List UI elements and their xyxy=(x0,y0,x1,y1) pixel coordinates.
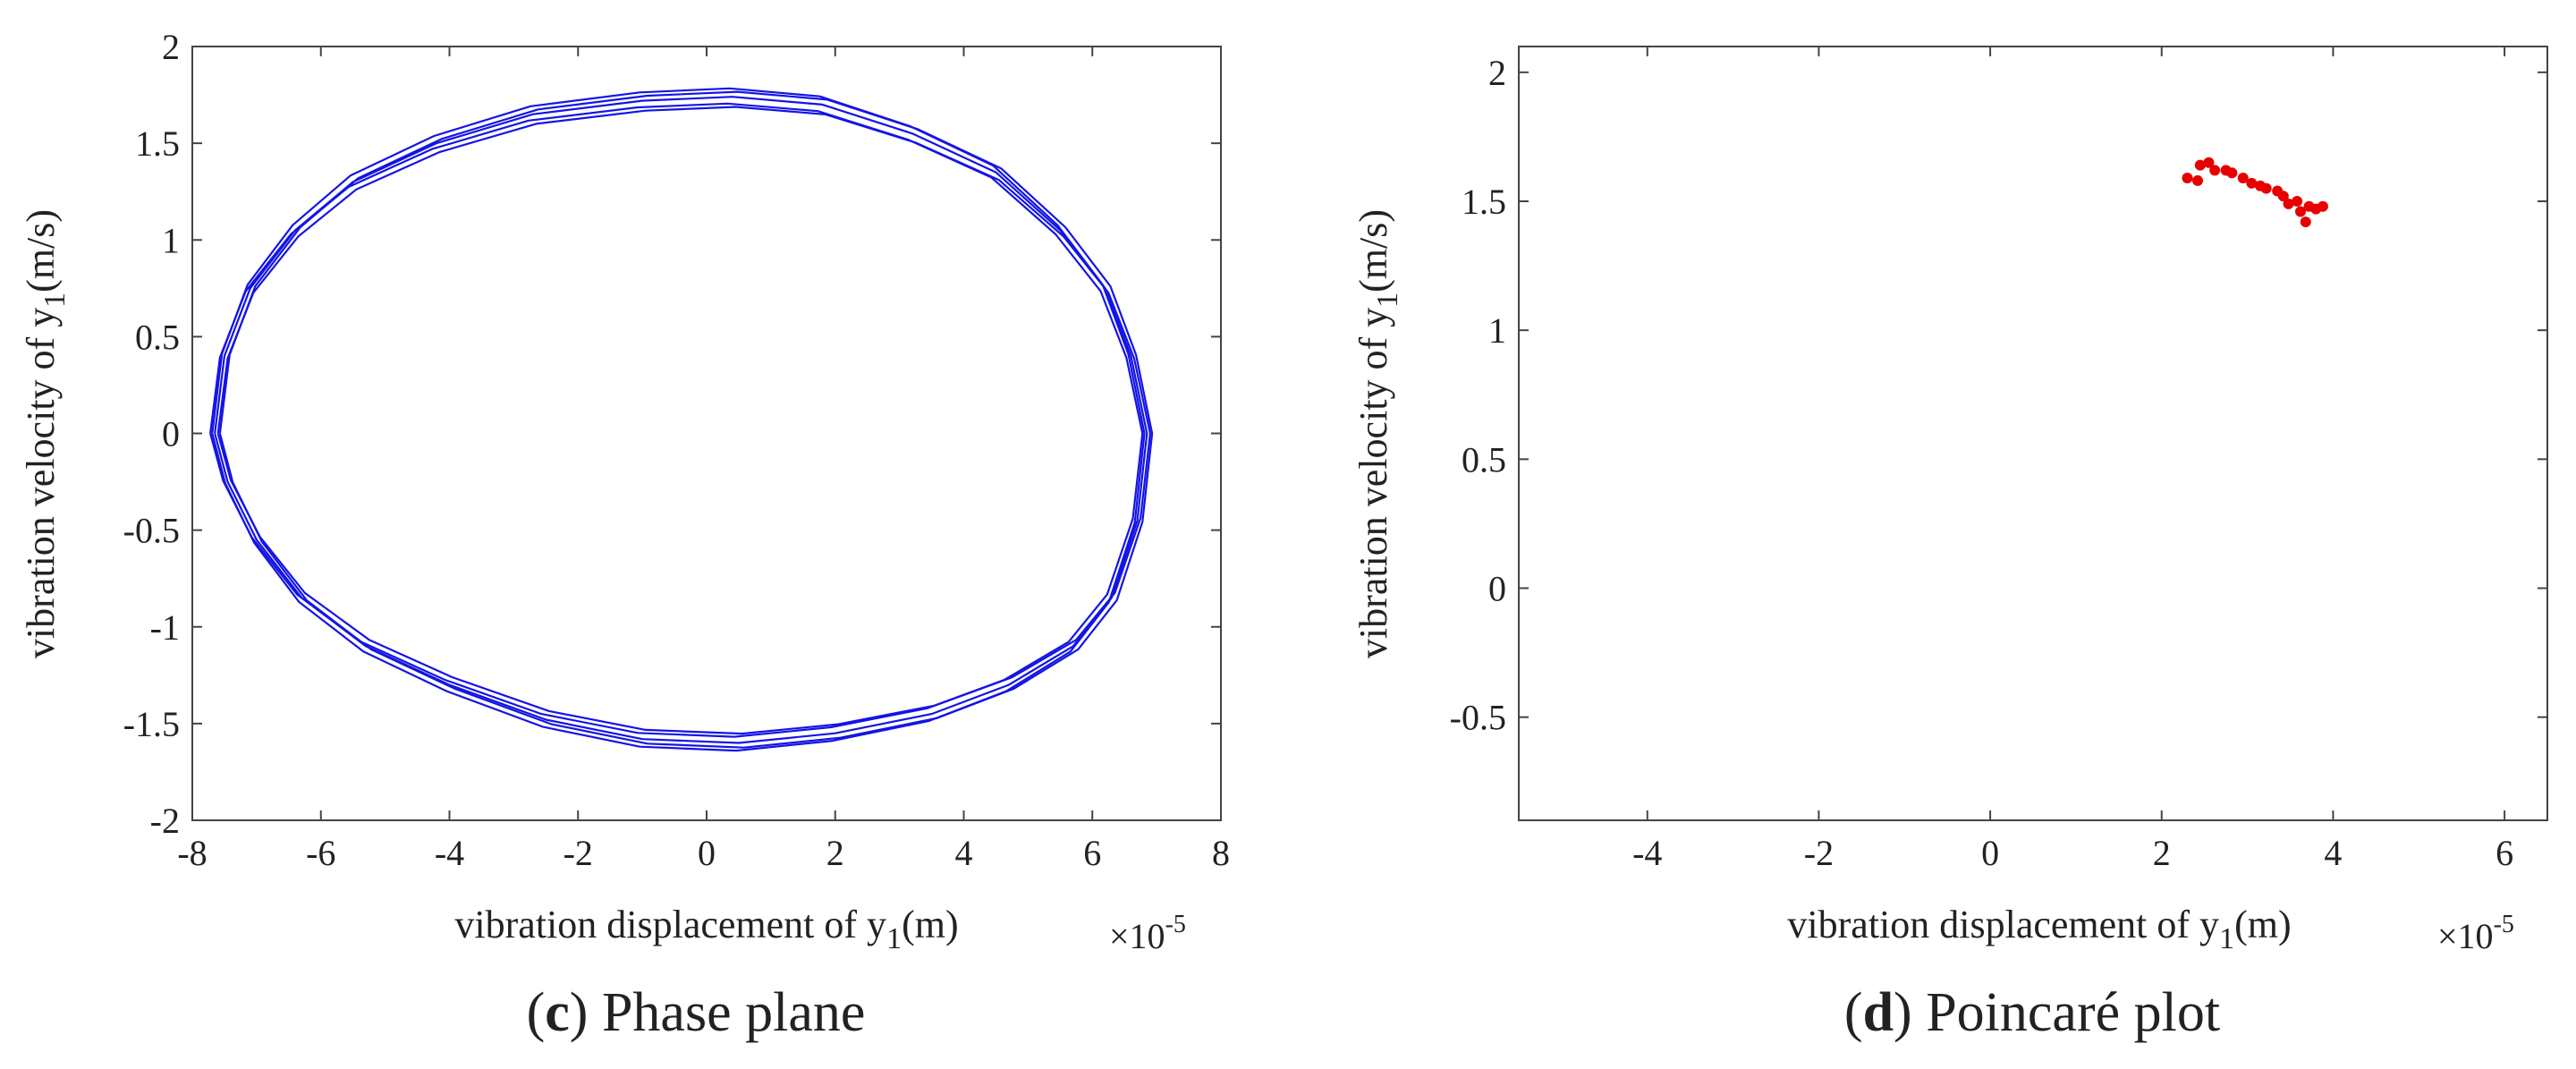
y-tick-label-d-3: 1 xyxy=(1488,310,1506,351)
poincare-point-15 xyxy=(2295,206,2306,217)
y-tick-label-d-1: 0 xyxy=(1488,569,1506,609)
tick-layer-c: -8 -6 -4 -2 0 2 4 6 8 -2 -1.5 -1 -0.5 0 0.5 1 1.5 2 xyxy=(123,27,1230,873)
caption-d: (d) Poincaré plot xyxy=(1844,982,2220,1043)
x-tick-label-c-4: 0 xyxy=(698,833,716,873)
poincare-point-6 xyxy=(2226,167,2238,179)
poincare-point-1 xyxy=(2192,174,2203,186)
orbit-line-0-1 xyxy=(218,90,1154,749)
orbit-line-0-3 xyxy=(216,106,1151,735)
x-tick-label-c-5: 2 xyxy=(826,833,844,873)
x-tick-label-d-4: 4 xyxy=(2324,833,2342,873)
y-tick-label-d-0: -0.5 xyxy=(1450,698,1506,738)
poincare-point-12 xyxy=(2277,191,2289,202)
x-exponent-c: ×10-5 xyxy=(1109,911,1186,956)
x-exponent-d: ×10-5 xyxy=(2437,911,2514,956)
y-tick-label-c-1: -1.5 xyxy=(123,704,180,744)
y-tick-label-d-4: 1.5 xyxy=(1462,182,1506,222)
poincare-point-4 xyxy=(2209,165,2221,176)
x-tick-label-c-2: -4 xyxy=(435,833,464,873)
poincare-point-0 xyxy=(2182,173,2193,184)
caption-c: (c) Phase plane xyxy=(527,982,866,1043)
orbit-line-0-2 xyxy=(209,102,1144,738)
orbit-line-0-0 xyxy=(214,96,1148,744)
y-tick-label-d-2: 0.5 xyxy=(1462,439,1506,479)
plot-frame-d xyxy=(1518,46,2548,821)
poincare-point-10 xyxy=(2260,182,2272,194)
x-tick-label-c-6: 4 xyxy=(955,833,973,873)
panel-c: -8 -6 -4 -2 0 2 4 6 8 -2 -1.5 -1 -0.5 0 0.5 1 1.5 2 vibra… xyxy=(19,27,1230,1043)
x-tick-label-c-7: 6 xyxy=(1083,833,1101,873)
poincare-point-14 xyxy=(2292,196,2303,207)
y-tick-label-c-4: 0 xyxy=(162,414,180,454)
y-axis-label-d: vibration velocity of y1(m/s) xyxy=(1352,209,1404,658)
poincare-point-19 xyxy=(2317,200,2328,212)
phase-plane-series xyxy=(209,87,1154,752)
y-tick-label-c-6: 1 xyxy=(162,220,180,260)
tick-layer-d: -4 -2 0 2 4 6 -0.5 0 0.5 1 1.5 2 xyxy=(1450,47,2547,873)
x-tick-label-d-1: -2 xyxy=(1804,833,1834,873)
x-axis-label-d: vibration displacement of y1(m) xyxy=(1787,903,2291,955)
x-tick-label-c-0: -8 xyxy=(177,833,207,873)
poincare-point-3 xyxy=(2203,157,2215,168)
y-tick-label-d-5: 2 xyxy=(1488,53,1506,93)
poincare-point-13 xyxy=(2283,198,2294,209)
orbit-line-0-4 xyxy=(211,87,1146,752)
y-tick-label-c-0: -2 xyxy=(150,801,180,841)
y-tick-label-c-8: 2 xyxy=(162,27,180,67)
x-tick-label-d-2: 0 xyxy=(1981,833,1999,873)
x-tick-label-c-3: -2 xyxy=(564,833,593,873)
y-tick-label-c-2: -1 xyxy=(150,607,180,648)
poincare-point-7 xyxy=(2237,173,2249,184)
x-tick-label-c-1: -6 xyxy=(306,833,335,873)
x-axis-label-c: vibration displacement of y1(m) xyxy=(454,903,958,955)
y-axis-label-c: vibration velocity of y1(m/s) xyxy=(19,209,72,658)
poincare-series xyxy=(2182,157,2328,228)
y-tick-label-c-7: 1.5 xyxy=(135,123,180,164)
y-tick-label-c-3: -0.5 xyxy=(123,511,180,551)
x-tick-label-d-5: 6 xyxy=(2496,833,2513,873)
x-tick-label-d-0: -4 xyxy=(1632,833,1662,873)
poincare-point-8 xyxy=(2246,177,2258,189)
y-tick-label-c-5: 0.5 xyxy=(135,317,180,357)
x-tick-label-c-8: 8 xyxy=(1212,833,1230,873)
x-tick-label-d-3: 2 xyxy=(2153,833,2171,873)
panel-d: -4 -2 0 2 4 6 -0.5 0 0.5 1 1.5 2 vibration displace… xyxy=(1352,46,2548,1043)
poincare-point-2 xyxy=(2194,159,2206,171)
poincare-point-16 xyxy=(2300,216,2311,228)
